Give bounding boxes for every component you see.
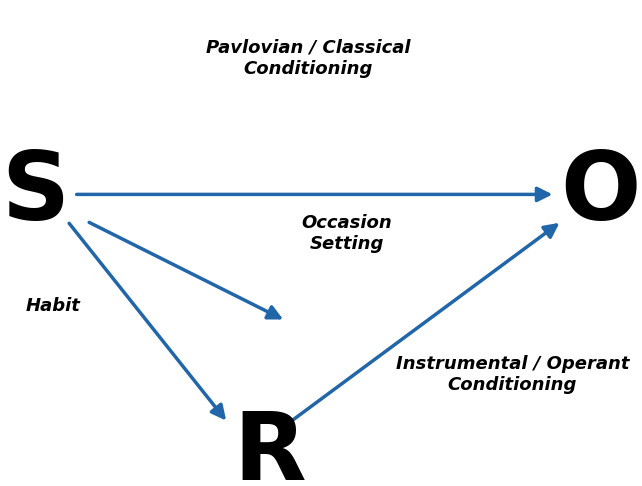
- Text: Occasion
Setting: Occasion Setting: [302, 214, 392, 253]
- Text: O: O: [560, 148, 641, 241]
- Text: Habit: Habit: [26, 297, 80, 315]
- Text: Pavlovian / Classical
Conditioning: Pavlovian / Classical Conditioning: [206, 39, 410, 78]
- Text: Instrumental / Operant
Conditioning: Instrumental / Operant Conditioning: [395, 355, 629, 394]
- Text: R: R: [233, 408, 306, 486]
- Text: S: S: [1, 148, 69, 241]
